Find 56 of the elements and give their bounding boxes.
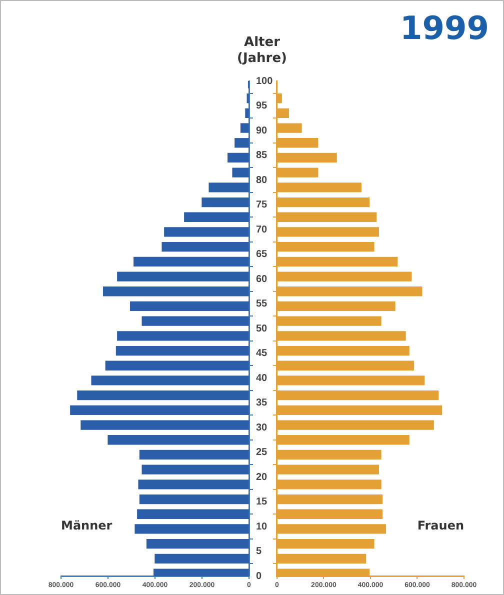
bar [232,168,249,178]
bar [105,360,249,370]
y-tick-label: 90 [256,125,268,136]
bar [134,256,249,267]
chart-title: 1999 [400,9,489,47]
bar [164,227,249,237]
y-tick-label: 30 [256,422,268,434]
bar [245,108,249,118]
y-tick-label: 50 [256,323,268,334]
bar [117,272,249,282]
bar [77,390,249,400]
bar [142,464,249,474]
y-tick-label: 45 [256,348,268,359]
bar [202,197,249,208]
bar [139,494,249,504]
bar [138,480,249,490]
bar [134,524,249,534]
y-tick-label: 35 [256,398,268,408]
y-tick-label: 85 [256,150,268,161]
bar [108,435,249,445]
bar [137,509,249,519]
bar [70,405,249,416]
bar [80,420,249,430]
bar [102,286,249,296]
y-axis-title: Alter (Jahre) [236,35,288,67]
bar [130,301,249,312]
bar [208,182,249,192]
bar [146,538,249,549]
y-tick-label: 75 [256,200,268,210]
bar [91,376,249,386]
y-tick-label: 60 [256,274,268,285]
y-tick-label: 15 [256,496,268,508]
series-label: Männer [61,518,112,533]
y-tick-label: 65 [256,249,268,260]
bar [154,554,249,564]
bar [162,242,249,252]
bar [142,316,249,326]
y-tick-label: 20 [256,472,268,483]
y-tick-label: 70 [256,224,268,236]
y-tick-label: 80 [256,174,268,186]
bar [139,450,249,460]
y-tick-label: 25 [256,447,268,458]
y-tick-label: 40 [256,372,268,384]
bar [240,123,249,133]
bar [117,331,249,341]
text: Frauen [417,518,464,533]
bar [116,346,249,356]
y-tick-label: 100 [256,76,274,87]
y-tick-label: 95 [256,100,268,112]
bar [184,212,249,222]
y-tick-label: 5 [256,546,262,557]
y-tick-label: 55 [256,298,268,310]
y-tick-label: 0 [256,570,262,582]
y-tick-label: 10 [256,521,268,532]
bar [228,152,249,163]
bar [234,138,249,148]
